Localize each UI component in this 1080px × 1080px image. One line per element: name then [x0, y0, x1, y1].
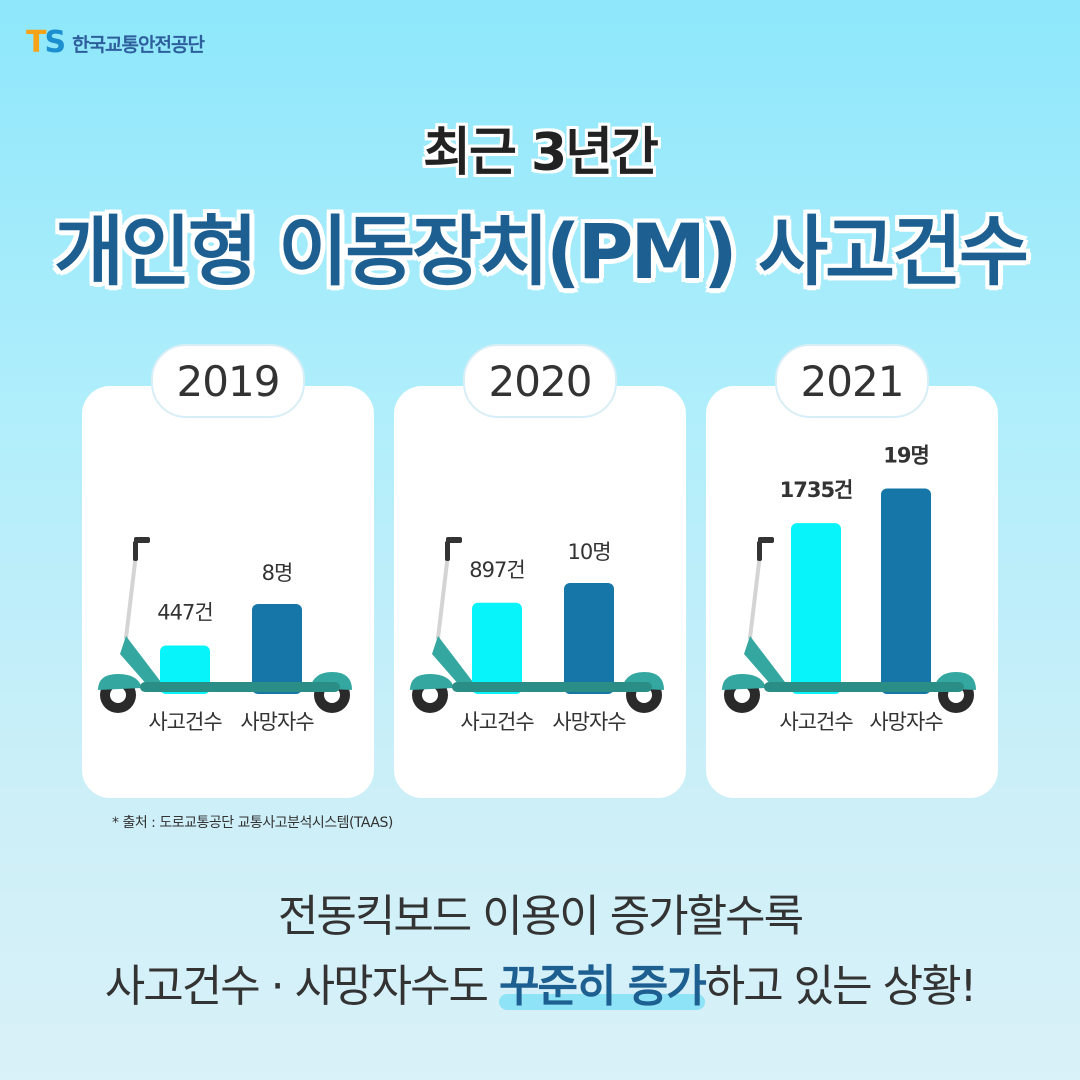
year-label: 2021 [775, 344, 929, 418]
scooter-deck [452, 682, 652, 692]
year-label: 2019 [151, 344, 305, 418]
scooter-stem [436, 552, 450, 640]
org-name: 한국교통안전공단 [72, 33, 205, 56]
scooter-stem [124, 552, 138, 640]
value-label-accidents: 447건 [157, 601, 212, 625]
scooter-front-hub [110, 687, 126, 703]
page-subtitle: 최근 3년간 [423, 123, 659, 183]
chart-card-2020: 2020 897건 10명 사고건수 사망자수 [394, 344, 686, 798]
footer-highlight: 꾸준히 증가 [499, 961, 707, 1012]
scooter-deck [140, 682, 340, 692]
scooter-fork [120, 636, 164, 686]
scooter-fork [744, 636, 788, 686]
scooter-handlebar [134, 537, 150, 543]
footer-line-1: 전동킥보드 이용이 증가할수록 [277, 891, 804, 942]
category-label-deaths: 사망자수 [552, 710, 626, 734]
category-label-accidents: 사고건수 [148, 710, 222, 734]
footer-line-2: 사고건수 · 사망자수도 꾸준히 증가하고 있는 상황! [0, 950, 1080, 1014]
category-label-deaths: 사망자수 [240, 710, 314, 734]
scooter-front-hub [422, 687, 438, 703]
scooter-stem [748, 552, 762, 640]
scooter-fork [432, 636, 476, 686]
value-label-accidents: 1735건 [780, 478, 853, 502]
scooter-grip [445, 541, 450, 561]
footer-text-a: 사고건수 · 사망자수도 [104, 961, 500, 1012]
logo: TS 한국교통안전공단 [26, 25, 205, 60]
chart-card-2021: 2021 1735건 19명 사고건수 사망자수 [706, 344, 998, 798]
chart-card-2019: 2019 447건 8명 사고건수 사망자수 [82, 344, 374, 798]
category-label-accidents: 사고건수 [779, 710, 853, 734]
bar-accidents [160, 645, 210, 694]
scooter-front-fender [410, 674, 454, 690]
scooter-handlebar [758, 537, 774, 543]
scooter-grip [757, 541, 762, 561]
scooter-front-hub [734, 687, 750, 703]
chart-2020: 897건 10명 [410, 537, 664, 713]
chart-2021: 1735건 19명 [722, 444, 976, 713]
ts-logo-icon: TS [26, 25, 66, 60]
scooter-grip [133, 541, 138, 561]
chart-2019: 447건 8명 [98, 537, 352, 713]
year-label: 2020 [463, 344, 617, 418]
scooter-deck [764, 682, 964, 692]
value-label-deaths: 19명 [883, 444, 929, 468]
bar-deaths [881, 488, 931, 694]
source-note: * 출처 : 도로교통공단 교통사고분석시스템(TAAS) [112, 815, 393, 831]
category-label-deaths: 사망자수 [869, 710, 943, 734]
scooter-front-fender [722, 674, 766, 690]
category-label-accidents: 사고건수 [460, 710, 534, 734]
value-label-deaths: 8명 [262, 561, 293, 585]
scooter-handlebar [446, 537, 462, 543]
footer-text-b: 하고 있는 상황! [704, 961, 977, 1012]
bar-deaths [252, 604, 302, 694]
page-title: 개인형 이동장치(PM) 사고건수 [54, 207, 1029, 296]
scooter-front-fender [98, 674, 142, 690]
bar-deaths [564, 583, 614, 694]
value-label-accidents: 897건 [469, 558, 524, 582]
bar-accidents [791, 523, 841, 694]
value-label-deaths: 10명 [567, 540, 610, 564]
scooter-illustration [722, 537, 976, 713]
bar-accidents [472, 602, 522, 694]
